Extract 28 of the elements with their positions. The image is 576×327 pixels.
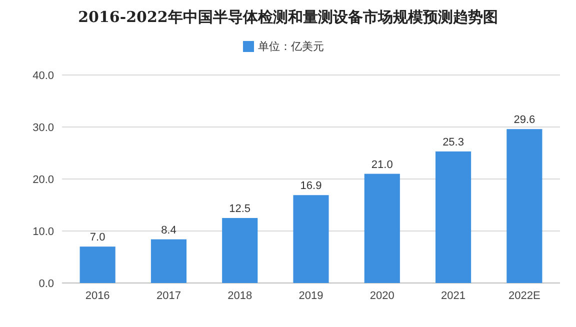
data-label: 7.0: [90, 232, 106, 244]
legend-label: 单位：亿美元: [258, 40, 324, 53]
bar: [506, 129, 542, 283]
x-tick-label: 2022E: [508, 290, 540, 302]
bar: [80, 246, 116, 283]
y-tick-label: 30.0: [32, 122, 54, 134]
data-label: 16.9: [300, 180, 322, 192]
bar: [436, 151, 472, 283]
data-label: 8.4: [161, 224, 176, 236]
x-tick-label: 2021: [441, 290, 466, 302]
y-tick-label: 20.0: [32, 174, 54, 186]
y-tick-label: 10.0: [32, 226, 54, 238]
y-tick-label: 0.0: [38, 278, 54, 290]
bar: [150, 239, 186, 283]
x-tick-label: 2018: [228, 290, 252, 302]
x-tick-label: 2020: [370, 290, 394, 302]
x-tick-label: 2017: [156, 290, 181, 302]
title: 2016-2022年中国半导体检测和量测设备市场规模预测趋势图: [78, 8, 498, 26]
bar: [364, 174, 400, 283]
x-tick-label: 2016: [85, 290, 110, 302]
data-label: 29.6: [514, 114, 536, 126]
y-tick-label: 40.0: [32, 70, 54, 82]
data-label: 21.0: [371, 158, 393, 171]
bar: [222, 218, 258, 283]
data-label: 12.5: [229, 203, 251, 215]
data-label: 25.3: [442, 136, 464, 148]
bar: [293, 195, 329, 283]
x-tick-label: 2019: [298, 290, 324, 302]
